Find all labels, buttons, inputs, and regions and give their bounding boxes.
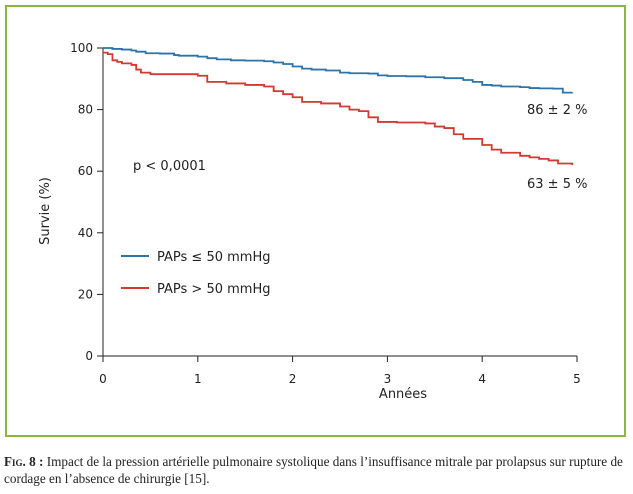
y-tick-label: 40: [78, 226, 93, 240]
y-axis-title: Survie (%): [38, 177, 53, 245]
y-tick-label: 0: [85, 349, 93, 363]
x-tick-label: 0: [99, 372, 107, 386]
legend-label-high-pap: PAPs > 50 mmHg: [157, 282, 270, 297]
x-tick-label: 5: [573, 372, 581, 386]
p-value-annotation: p < 0,0001: [133, 159, 206, 174]
x-ticks: 0 1 2 3 4 5: [99, 356, 581, 386]
figure-frame: 0 20 40 60 80 100 0 1 2 3 4 5 Années Survie (%) p …: [5, 5, 626, 437]
legend-label-low-pap: PAPs ≤ 50 mmHg: [157, 250, 270, 265]
caption-label: Fig. 8 :: [4, 454, 44, 469]
series-layer: [103, 47, 574, 166]
figure-caption: Fig. 8 : Impact de la pression artériell…: [4, 453, 629, 487]
x-tick-label: 4: [478, 372, 486, 386]
series-line-low-pap: [103, 47, 574, 94]
series-line-high-pap: [103, 51, 574, 166]
x-tick-label: 1: [194, 372, 202, 386]
y-tick-label: 20: [78, 287, 93, 301]
y-ticks: 0 20 40 60 80 100: [70, 41, 103, 363]
survival-chart: 0 20 40 60 80 100 0 1 2 3 4 5 Années Survie (%) p …: [38, 41, 587, 402]
x-axis-title: Années: [379, 387, 427, 402]
caption-text: Impact de la pression artérielle pulmona…: [4, 454, 623, 486]
survival-annotation-high-pap: 63 ± 5 %: [527, 177, 587, 192]
survival-annotation-low-pap: 86 ± 2 %: [527, 103, 587, 118]
x-tick-label: 2: [289, 372, 297, 386]
chart-legend: PAPs ≤ 50 mmHg PAPs > 50 mmHg: [121, 250, 270, 297]
chart-axes: [102, 48, 577, 357]
y-tick-label: 100: [70, 41, 93, 55]
y-tick-label: 60: [78, 164, 93, 178]
y-tick-label: 80: [78, 103, 93, 117]
x-tick-label: 3: [384, 372, 392, 386]
